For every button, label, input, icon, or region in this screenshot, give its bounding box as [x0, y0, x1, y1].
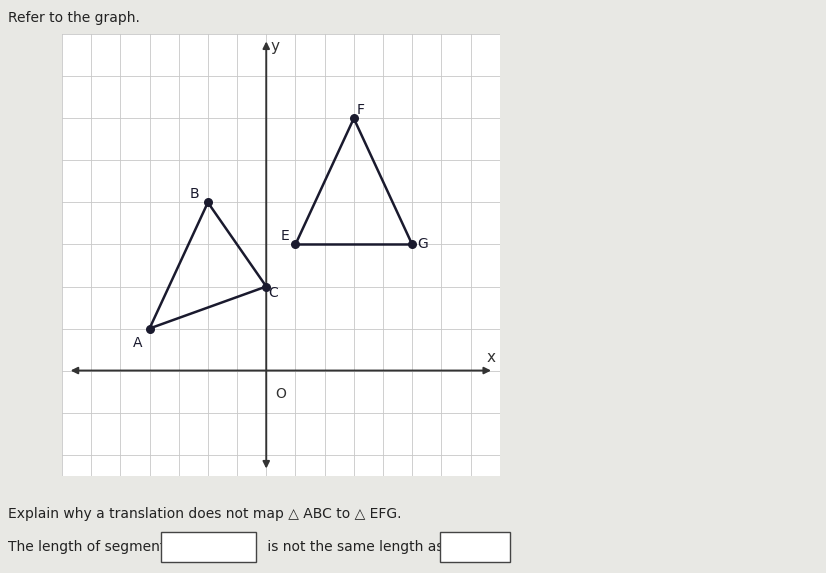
- Text: F: F: [357, 103, 365, 117]
- Text: is not the same length as segment: is not the same length as segment: [263, 540, 513, 554]
- Text: Explain why a translation does not map △ ABC to △ EFG.: Explain why a translation does not map △…: [8, 507, 401, 521]
- Text: C: C: [268, 286, 278, 300]
- Point: [289, 240, 302, 249]
- Text: EG: EG: [450, 540, 470, 554]
- Text: ▾: ▾: [500, 542, 505, 552]
- Text: O: O: [275, 387, 286, 401]
- Point: [406, 240, 419, 249]
- Point: [347, 114, 360, 123]
- Text: The length of segment: The length of segment: [8, 540, 170, 554]
- Point: [143, 324, 156, 333]
- Text: B: B: [190, 187, 200, 201]
- Text: Refer to the graph.: Refer to the graph.: [8, 11, 140, 25]
- Point: [202, 198, 215, 207]
- Text: E: E: [281, 229, 290, 243]
- Text: G: G: [417, 237, 428, 252]
- Text: ▾: ▾: [245, 542, 250, 552]
- Text: AC: AC: [171, 540, 190, 554]
- Text: A: A: [133, 336, 143, 350]
- Text: x: x: [487, 351, 496, 366]
- Text: y: y: [270, 40, 279, 54]
- Point: [259, 282, 273, 291]
